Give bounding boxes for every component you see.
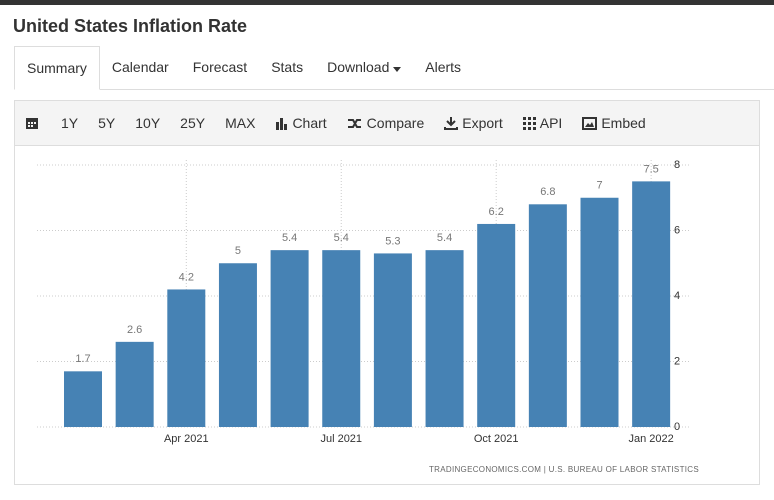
label: Export [462,115,503,131]
y-tick-label: 0 [674,421,680,433]
bar [167,289,206,427]
data-label: 5.4 [282,232,297,244]
y-tick-label: 8 [674,159,680,171]
page-title: United States Inflation Rate [13,16,248,36]
range-button[interactable]: 1Y [61,115,79,131]
calendar-icon[interactable] [25,116,39,130]
bar [477,223,516,427]
icon [444,117,459,130]
label: API [539,115,563,131]
bar [322,250,361,427]
y-tick-label: 2 [674,355,680,367]
chart-button[interactable]: Chart [275,115,327,131]
export-button[interactable]: Export [444,115,503,131]
data-label: 6.2 [489,206,504,218]
tab[interactable]: Download [315,46,413,88]
label: Compare [366,115,425,131]
bar [580,197,619,427]
bar [115,341,154,427]
x-tick-label: Jan 2022 [629,433,674,445]
tab[interactable]: Stats [271,59,304,75]
x-tick-label: Apr 2021 [164,433,209,445]
icon [582,116,598,130]
label: Chart [292,115,327,131]
x-tick-label: Jul 2021 [320,433,362,445]
api-button[interactable]: API [522,115,563,131]
compare-button[interactable]: Compare [347,115,425,131]
tab[interactable]: Forecast [192,59,248,75]
range-button[interactable]: 5Y [98,115,116,131]
y-tick-label: 6 [674,224,680,236]
bar [218,263,257,427]
tab[interactable]: Alerts [425,59,462,75]
bar [528,204,567,427]
data-label: 5.4 [437,232,452,244]
range-button[interactable]: 10Y [135,115,161,131]
data-label: 5 [235,245,241,257]
data-label: 7 [596,180,602,192]
tab[interactable]: Summary [14,46,100,90]
bar [632,181,671,427]
caret [393,67,402,72]
icon [347,118,361,128]
top-bar [0,0,774,5]
tab-label: Download [327,59,390,75]
data-label: 7.5 [644,163,659,175]
bar [425,250,464,427]
range-button[interactable]: 25Y [180,115,206,131]
x-tick-label: Oct 2021 [474,433,519,445]
data-label: 4.2 [179,271,194,283]
data-label: 2.6 [127,324,142,336]
icon [522,116,536,130]
toolbar: 1Y 5Y 10Y 25Y MAX Chart Compare Export A… [14,100,760,146]
bar [373,253,412,427]
data-label: 5.4 [334,232,349,244]
bar [64,371,102,427]
tabs: Summary Calendar Forecast Stats Download… [14,46,774,90]
data-label: 5.3 [385,235,400,247]
y-tick-label: 4 [674,290,680,302]
bar [270,250,309,427]
tab[interactable]: Calendar [111,59,169,75]
data-label: 6.8 [540,186,555,198]
embed-button[interactable]: Embed [582,115,646,131]
label: Embed [601,115,646,131]
range-button[interactable]: MAX [225,115,256,131]
data-label: 1.7 [75,353,90,365]
icon [276,117,288,130]
source: TRADINGECONOMICS.COM | U.S. BUREAU OF LA… [429,465,699,474]
